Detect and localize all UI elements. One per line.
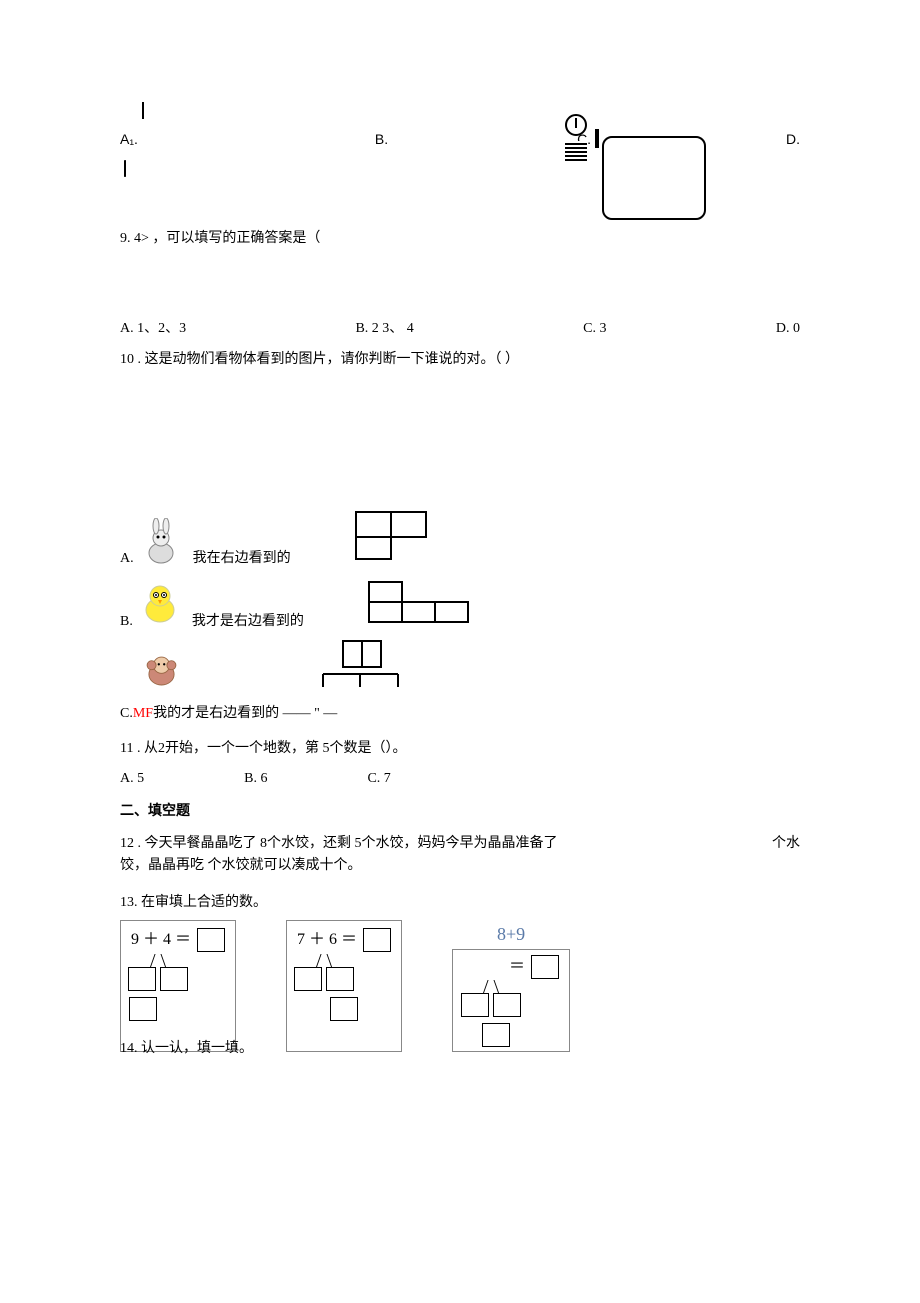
answer-box-icon[interactable] bbox=[160, 967, 188, 991]
answer-box-icon[interactable] bbox=[493, 993, 521, 1017]
q8-options-row: A₁. B. C. D. bbox=[120, 100, 800, 150]
q10-text: 10 . 这是动物们看物体看到的图片，请你判断一下谁说的对。（ ） bbox=[120, 349, 800, 371]
q10-opt-c-label: C. bbox=[120, 706, 133, 721]
answer-box-icon[interactable] bbox=[482, 1023, 510, 1047]
q10-opt-c-text: 我的才是右边看到的 bbox=[153, 706, 279, 721]
q10-opt-a-shape-icon bbox=[351, 507, 431, 570]
q8-opt-d-label: D. bbox=[786, 128, 800, 150]
q10-opt-b: B. 我才是右边看到的 bbox=[120, 577, 800, 633]
q11-opt-a: A. 5 bbox=[120, 768, 144, 790]
split-boxes bbox=[294, 967, 354, 991]
q11-opt-c: C. 7 bbox=[367, 768, 390, 790]
q12-text2: 个水 bbox=[772, 833, 800, 855]
q10-opt-c-tail: —— " — bbox=[279, 706, 337, 721]
answer-box-icon[interactable] bbox=[197, 928, 225, 952]
split-boxes bbox=[461, 993, 521, 1017]
answer-box-icon[interactable] bbox=[531, 955, 559, 979]
q10-opt-c-shape-icon bbox=[313, 639, 413, 699]
q10-opt-a-text: 我在右边看到的 bbox=[193, 548, 291, 570]
split-boxes bbox=[128, 967, 188, 991]
section2-title: 二、填空题 bbox=[120, 801, 800, 823]
monkey-icon bbox=[134, 644, 189, 699]
q11-opt-b: B. 6 bbox=[244, 768, 267, 790]
q10-opt-b-label: B. bbox=[120, 611, 133, 633]
q9-opt-b: B. 2 3、 4 bbox=[355, 318, 413, 340]
q11-text: 11 . 从2开始，一个一个地数，第 5个数是（）。 bbox=[120, 738, 800, 760]
q13-eq2: 7 ＋ 6 ＝ bbox=[297, 927, 357, 953]
checker-cube-d-icon bbox=[124, 158, 174, 208]
q10-opt-c-line: C.MF我的才是右边看到的 —— " — bbox=[120, 703, 800, 725]
q11-options: A. 5 B. 6 C. 7 bbox=[120, 768, 800, 790]
answer-box-icon[interactable] bbox=[294, 967, 322, 991]
q12: 12 . 今天早餐晶晶吃了 8个水饺，还剩 5个水饺，妈妈今早为晶晶准备了 个水 bbox=[120, 833, 800, 855]
q13-equations: 9 ＋ 4 ＝ / \ 7 ＋ 6 ＝ / \ 8+9 bbox=[120, 920, 800, 1052]
q12-text3: 饺，晶晶再吃 个水饺就可以凑成十个。 bbox=[120, 855, 800, 877]
q9-text: 9. 4> ，可以填写的正确答案是（ bbox=[120, 228, 800, 250]
q10-opt-c-mf: MF bbox=[133, 706, 153, 721]
q9-opt-c: C. 3 bbox=[583, 318, 606, 340]
split-lines-icon: / \ bbox=[150, 955, 166, 967]
q10-opt-a-label: A. bbox=[120, 548, 134, 570]
bird-icon bbox=[133, 578, 188, 633]
q10-opt-a: A. 我在右边看到的 bbox=[120, 507, 800, 570]
q10-opt-c bbox=[120, 639, 800, 699]
q13-eq1-box: 9 ＋ 4 ＝ / \ bbox=[120, 920, 236, 1052]
split-lines-icon: / \ bbox=[316, 955, 332, 967]
answer-box-icon[interactable] bbox=[461, 993, 489, 1017]
checker-cube-a-icon bbox=[142, 100, 192, 150]
q13-text: 13. 在审填上合适的数。 bbox=[120, 892, 800, 914]
answer-box-icon[interactable] bbox=[128, 967, 156, 991]
answer-box-icon[interactable] bbox=[363, 928, 391, 952]
q13-eq3-box: 8+9 8 ＋ 9 ＝ / \ bbox=[452, 920, 570, 1052]
q8-opt-b-label: B. bbox=[375, 128, 388, 150]
q12-text1: 12 . 今天早餐晶晶吃了 8个水饺，还剩 5个水饺，妈妈今早为晶晶准备了 bbox=[120, 833, 558, 855]
answer-box-icon[interactable] bbox=[129, 997, 157, 1021]
q10-opt-b-text: 我才是右边看到的 bbox=[192, 611, 304, 633]
answer-box-icon[interactable] bbox=[330, 997, 358, 1021]
rabbit-icon bbox=[134, 516, 189, 571]
q8-opt-a-label: A₁. bbox=[120, 128, 138, 150]
q13-eq3: 8+9 bbox=[497, 920, 525, 949]
q13-eq2-box: 7 ＋ 6 ＝ / \ bbox=[286, 920, 402, 1052]
answer-box-icon[interactable] bbox=[326, 967, 354, 991]
q13-eq1: 9 ＋ 4 ＝ bbox=[131, 927, 191, 953]
q9-options: A. 1、2、3 B. 2 3、 4 C. 3 D. 0 bbox=[120, 318, 800, 340]
q10-opt-b-shape-icon bbox=[364, 577, 474, 633]
q9-opt-a: A. 1、2、3 bbox=[120, 318, 186, 340]
microwave-icon bbox=[595, 128, 599, 150]
split-lines-icon: / \ bbox=[483, 981, 499, 993]
q9-opt-d: D. 0 bbox=[776, 318, 800, 340]
